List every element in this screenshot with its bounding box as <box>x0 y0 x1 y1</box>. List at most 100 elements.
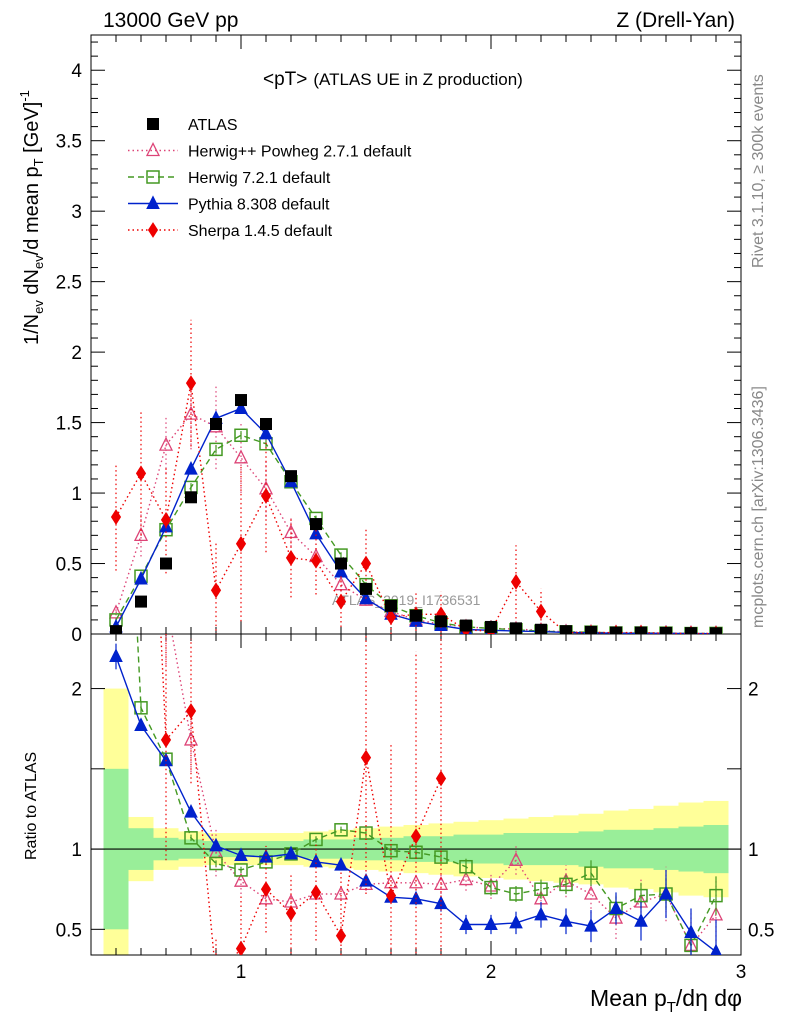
data-point <box>260 487 272 504</box>
ratio-series-layer <box>109 216 724 984</box>
data-point <box>535 603 547 620</box>
data-point <box>285 549 297 566</box>
ratio-point <box>185 703 197 719</box>
data-point <box>259 425 273 440</box>
x-axis-title: Mean pT/dη dφ <box>590 985 742 1016</box>
ratio-y-tick-label: 2 <box>71 680 82 701</box>
y-tick-label: 1.5 <box>56 414 82 435</box>
data-point <box>185 375 197 392</box>
rivet-label: Rivet 3.1.10, ≥ 300k events <box>750 74 767 268</box>
atlas-data-point <box>410 609 422 622</box>
ratio-point <box>583 885 599 900</box>
y-tick-label: 1 <box>71 484 82 505</box>
ratio-point <box>634 888 648 903</box>
legend-label: Pythia 8.308 default <box>188 197 330 214</box>
ratio-point <box>458 871 474 886</box>
ratio-y-tick-label: 0.5 <box>56 920 82 941</box>
legend-marker <box>145 142 161 157</box>
ratio-point <box>260 881 272 898</box>
atlas-data-point <box>210 417 222 430</box>
header-right: Z (Drell-Yan) <box>616 9 735 32</box>
data-point <box>160 511 172 528</box>
axis-ticks: 00.511.522.533.541 2 30.5 0.51 12 2 <box>56 35 774 983</box>
ratio-point <box>137 216 146 230</box>
ratio-point <box>310 884 322 901</box>
atlas-data-point <box>510 622 522 634</box>
ratio-point <box>433 875 449 891</box>
mcplots-label: mcplots.cern.ch [arXiv:1306.3436] <box>750 386 767 628</box>
x-tick-label: 2 <box>486 962 497 983</box>
legend-item: ATLAS <box>147 117 238 134</box>
atlas-data-point <box>135 595 147 608</box>
ratio-point <box>559 913 573 927</box>
series-atlas-data <box>110 394 722 634</box>
ratio-point <box>459 859 473 874</box>
ratio-point <box>459 916 473 931</box>
data-point <box>134 570 148 585</box>
legend-marker <box>147 222 159 238</box>
data-point <box>135 465 147 482</box>
data-point <box>233 449 249 464</box>
ratio-point <box>484 880 498 895</box>
data-point <box>184 460 198 475</box>
ratio-point <box>212 970 221 984</box>
data-point <box>158 436 174 451</box>
ratio-point <box>209 837 223 852</box>
data-point <box>385 609 397 626</box>
y-tick-label: 2 <box>71 343 82 364</box>
legend-label: ATLAS <box>188 117 238 134</box>
data-point <box>360 555 372 572</box>
legend-item: Herwig++ Powheg 2.7.1 default <box>128 142 412 161</box>
ratio-point <box>209 856 223 871</box>
ratio-point <box>435 770 447 787</box>
ratio-point <box>284 845 298 860</box>
ratio-point <box>233 872 249 887</box>
ratio-point <box>509 914 523 929</box>
ratio-point <box>235 940 247 955</box>
legend-marker <box>147 118 159 130</box>
atlas-data-point <box>435 615 447 628</box>
legend: ATLAS Herwig++ Powheg 2.7.1 default Herwig… <box>128 117 412 240</box>
legend-label: Sherpa 1.4.5 default <box>188 223 333 240</box>
ratio-point <box>184 804 198 818</box>
atlas-data-point <box>385 599 397 612</box>
ratio-point <box>408 874 424 889</box>
ratio-point <box>534 882 548 896</box>
data-point <box>133 526 149 541</box>
ratio-point <box>710 943 722 955</box>
legend-item: Sherpa 1.4.5 default <box>128 222 333 240</box>
atlas-data-point <box>485 620 497 633</box>
y-tick-label: 2.5 <box>56 273 82 294</box>
ratio-point <box>160 593 172 605</box>
atlas-data-point <box>310 518 322 531</box>
ratio-y-tick-label-right: 0.5 <box>748 920 774 941</box>
ratio-point <box>609 900 623 914</box>
ratio-point <box>334 823 348 837</box>
ratio-y-tick-label: 1 <box>71 840 82 861</box>
legend-item: Pythia 8.308 default <box>128 195 330 214</box>
atlas-data-point <box>710 627 722 634</box>
ratio-point <box>584 917 598 932</box>
ratio-point <box>410 828 422 845</box>
atlas-data-point <box>235 394 247 407</box>
atlas-data-point <box>260 417 272 430</box>
data-point <box>235 535 247 552</box>
y-axis-title: 1/Nev dNev/d mean pT [GeV]-1 <box>17 90 46 345</box>
y-tick-label: 4 <box>71 61 82 82</box>
y-tick-label: 0.5 <box>56 555 82 576</box>
ratio-point <box>184 831 198 845</box>
atlas-data-point <box>610 626 622 634</box>
ratio-point <box>258 890 274 905</box>
ratio-point <box>634 913 648 927</box>
atlas-data-point <box>285 470 297 483</box>
atlas-data-point <box>685 627 697 634</box>
atlas-data-point <box>460 619 472 632</box>
legend-item: Herwig 7.2.1 default <box>128 170 331 187</box>
ratio-point <box>160 732 172 748</box>
ratio-y-tick-label-right: 1 <box>748 840 759 861</box>
y-tick-label: 3.5 <box>56 132 82 153</box>
ratio-point <box>134 717 148 731</box>
ratio-point <box>309 853 323 868</box>
ratio-series-sherpa-1-4-5-default <box>137 216 447 984</box>
ratio-series-herwig-powheg-2-7-1-default <box>160 593 724 955</box>
